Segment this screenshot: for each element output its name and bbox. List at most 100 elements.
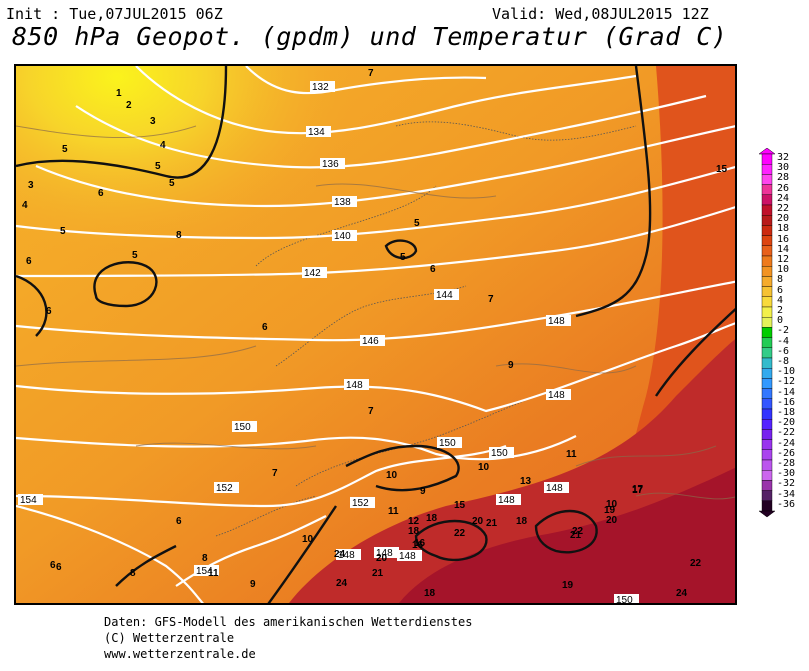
contour-label: 148 bbox=[376, 548, 393, 559]
legend-swatch bbox=[761, 194, 773, 206]
temperature-label: 22 bbox=[572, 526, 584, 537]
legend-arrow-top bbox=[758, 147, 776, 155]
legend-swatch bbox=[761, 500, 773, 512]
temperature-label: 24 bbox=[676, 588, 688, 599]
temperature-label: 19 bbox=[604, 505, 616, 516]
legend-label: 6 bbox=[777, 284, 784, 296]
legend-label: -10 bbox=[777, 366, 796, 378]
legend-label: 4 bbox=[777, 294, 784, 306]
temperature-label: 11 bbox=[208, 568, 219, 579]
legend-label: -2 bbox=[777, 325, 790, 337]
legend-swatch bbox=[761, 286, 773, 298]
legend-label: 8 bbox=[777, 274, 784, 286]
temperature-label: 18 bbox=[516, 516, 528, 527]
contour-label-bg bbox=[614, 594, 639, 603]
contour-label: 148 bbox=[546, 483, 563, 494]
contour-label-bg bbox=[332, 230, 357, 241]
legend-swatch bbox=[761, 225, 773, 236]
legend-label: 22 bbox=[777, 203, 790, 214]
temperature-label: 6 bbox=[50, 560, 56, 571]
temperature-label: 16 bbox=[414, 538, 426, 549]
legend-swatch bbox=[761, 480, 773, 491]
contour-label: 154 bbox=[20, 495, 37, 506]
contour-label: 148 bbox=[548, 390, 565, 401]
temperature-label: 22 bbox=[690, 558, 702, 569]
legend-label: -34 bbox=[777, 488, 796, 500]
contour-label-bg bbox=[214, 482, 239, 493]
temperature-label: 9 bbox=[420, 486, 426, 497]
contour-label-bg bbox=[496, 494, 521, 505]
temperature-label: 1 bbox=[116, 88, 122, 99]
contour-label: 150 bbox=[616, 595, 633, 605]
legend-label: -22 bbox=[777, 427, 796, 439]
temperature-label: 2 bbox=[126, 100, 132, 111]
temperature-label: 10 bbox=[302, 534, 314, 545]
legend-swatch bbox=[761, 214, 773, 226]
contour-label: 148 bbox=[498, 495, 515, 506]
temperature-label: 24 bbox=[334, 549, 346, 560]
temperature-label: 8 bbox=[130, 568, 136, 579]
temperature-label: 6 bbox=[262, 322, 268, 333]
map-labels: 1321341361381401421441461481481481501501… bbox=[18, 68, 728, 605]
temperature-label: 4 bbox=[22, 200, 28, 211]
legend-swatch bbox=[761, 164, 773, 175]
temperature-label: 21 bbox=[570, 530, 582, 541]
contour-label-bg bbox=[306, 126, 331, 137]
temperature-label: 5 bbox=[62, 144, 68, 155]
temperature-label: 5 bbox=[400, 252, 406, 263]
temperature-label: 20 bbox=[472, 516, 484, 527]
temperature-label: 18 bbox=[408, 526, 420, 537]
map-canvas: 1321341361381401421441461481481481501501… bbox=[16, 66, 735, 605]
temperature-label: 11 bbox=[566, 449, 577, 460]
contour-label-bg bbox=[344, 379, 369, 390]
legend-label: -16 bbox=[777, 396, 796, 408]
legend-swatch bbox=[761, 337, 773, 349]
legend-swatch bbox=[761, 327, 773, 338]
legend-arrow-bottom bbox=[758, 510, 776, 518]
legend-label: -36 bbox=[777, 498, 796, 510]
temperature-label: 19 bbox=[562, 580, 574, 591]
legend-swatch bbox=[761, 276, 773, 287]
temperature-label: 6 bbox=[46, 306, 52, 317]
legend-swatch bbox=[761, 347, 773, 359]
legend-swatch bbox=[761, 153, 773, 165]
footer-source: Daten: GFS-Modell des amerikanischen Wet… bbox=[104, 615, 473, 629]
legend-label: -20 bbox=[777, 417, 796, 429]
color-legend: 32 30 28 26 24 22 20 18 16 14 12 10 8 6 4 2 0 -2 -4 -6 -8 -10… bbox=[758, 147, 809, 520]
legend-swatch bbox=[761, 296, 773, 308]
legend-swatch bbox=[761, 408, 773, 420]
legend-swatch bbox=[761, 306, 773, 318]
legend-label: -26 bbox=[777, 447, 796, 459]
temperature-label: 9 bbox=[508, 360, 514, 371]
temperature-label: 18 bbox=[424, 588, 436, 599]
temperature-label: 6 bbox=[26, 256, 32, 267]
contour-label-bg bbox=[18, 494, 43, 505]
contour-label: 148 bbox=[346, 380, 363, 391]
temperature-label: 5 bbox=[60, 226, 66, 237]
legend-label: -8 bbox=[777, 356, 790, 367]
legend-swatch bbox=[761, 255, 773, 267]
legend-swatch bbox=[761, 419, 773, 430]
temperature-label: 21 bbox=[486, 518, 498, 529]
temperature-label: 7 bbox=[272, 468, 278, 479]
contour-label-bg bbox=[310, 81, 335, 92]
legend-swatch bbox=[761, 490, 773, 502]
temperature-label: 20 bbox=[606, 515, 618, 526]
temperature-label: 10 bbox=[386, 470, 398, 481]
legend-swatch bbox=[761, 265, 773, 277]
contour-label-bg bbox=[360, 335, 385, 346]
temperature-label: 17 bbox=[632, 485, 644, 496]
footer-copyright: (C) Wetterzentrale bbox=[104, 631, 235, 645]
legend-label: 20 bbox=[777, 213, 790, 225]
contour-label-bg bbox=[350, 497, 375, 508]
contour-label: 154 bbox=[196, 566, 213, 577]
contour-label: 150 bbox=[439, 438, 456, 449]
legend-label: -6 bbox=[777, 345, 790, 357]
temperature-label: 16 bbox=[412, 540, 424, 551]
contour-label: 148 bbox=[548, 316, 565, 327]
temperature-label: 7 bbox=[368, 406, 374, 417]
contour-label: 142 bbox=[304, 268, 321, 279]
temperature-label: 8 bbox=[176, 230, 182, 241]
contour-label: 152 bbox=[352, 498, 369, 509]
contour-label: 148 bbox=[338, 550, 355, 561]
